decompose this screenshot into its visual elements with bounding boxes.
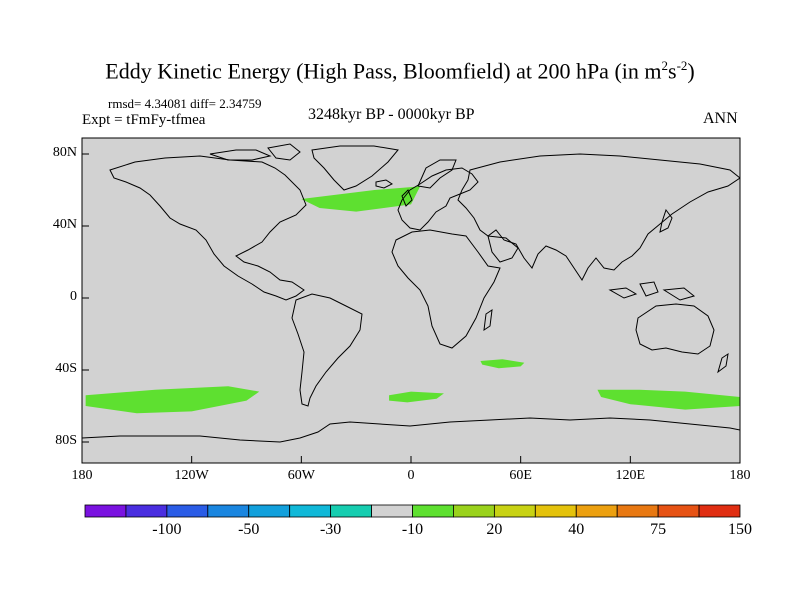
anomaly-region-south-pacific [85,386,260,414]
colorbar-label: 40 [568,521,585,538]
colorbar-swatch [84,504,127,518]
colorbar-label: 75 [650,521,667,538]
colorbar-label: 20 [486,521,503,538]
colorbar-swatch [657,504,700,518]
y-axis-label: 80S [55,433,77,448]
x-axis-label: 180 [729,468,751,483]
map-background [82,138,740,463]
period-label: 3248kyr BP - 0000kyr BP [308,106,475,123]
colorbar-swatch [125,504,168,518]
colorbar-swatch [575,504,618,518]
colorbar-swatch [616,504,659,518]
anomaly-region-south-atlantic [389,391,444,403]
stats-text: rmsd= 4.34081 diff= 2.34759 [108,96,262,111]
y-axis-label: 40S [55,361,77,376]
anomaly-region-southern-indian [480,359,525,369]
y-axis-label: 0 [70,289,77,304]
x-axis-label: 120W [174,468,209,483]
y-axis-label: 40N [52,217,77,232]
y-axis-label: 80N [52,145,77,160]
colorbar-label: -10 [401,521,424,538]
x-axis-label: 60W [287,468,315,483]
x-axis-label: 60E [509,468,532,483]
colorbar-label: -50 [238,521,260,538]
season-label: ANN [703,110,738,127]
colorbar-swatch [248,504,291,518]
colorbar-swatch [534,504,577,518]
colorbar-swatch [289,504,332,518]
x-axis-label: 180 [71,468,93,483]
experiment-label: Expt = tFmFy-tfmea [82,112,206,128]
colorbar-swatch [698,504,741,518]
colorbar-label: 150 [728,521,752,538]
chart-title: Eddy Kinetic Energy (High Pass, Bloomfie… [105,58,695,84]
colorbar [84,504,741,518]
colorbar-label: -100 [152,521,182,538]
colorbar-swatch [371,504,413,518]
colorbar-swatch [207,504,250,518]
colorbar-label: -30 [319,521,342,538]
anomaly-region-north-atlantic [301,186,421,212]
x-axis-label: 120E [615,468,646,483]
colorbar-swatch [493,504,536,518]
colorbar-swatch [453,504,495,518]
colorbar-swatch [330,504,372,518]
x-axis-label: 0 [407,468,415,483]
anomaly-region-south-west-pacific [597,389,740,410]
colorbar-swatch [166,504,209,518]
coastlines [82,143,740,443]
colorbar-swatch [412,504,454,518]
